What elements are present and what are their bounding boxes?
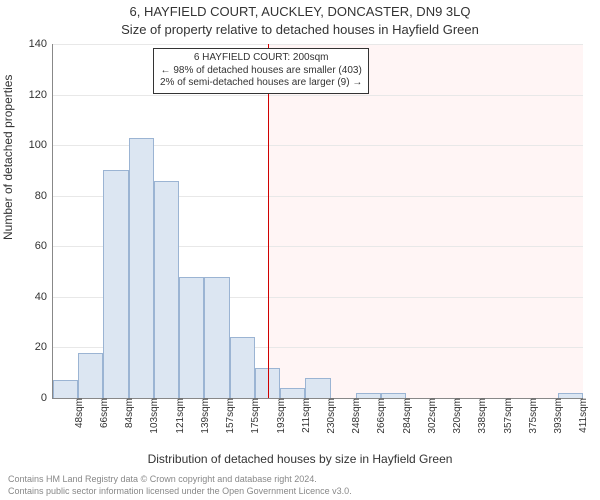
xtick-label: 248sqm (347, 398, 362, 434)
footer-line1: Contains HM Land Registry data © Crown c… (8, 474, 317, 484)
xtick-label: 338sqm (473, 398, 488, 434)
xtick-label: 211sqm (297, 398, 312, 433)
annotation-box: 6 HAYFIELD COURT: 200sqm← 98% of detache… (153, 48, 369, 94)
xtick-label: 357sqm (499, 398, 514, 434)
xtick-label: 103sqm (145, 398, 160, 434)
y-axis-label: Number of detached properties (1, 75, 15, 240)
histogram-bar (305, 378, 330, 398)
xtick-label: 375sqm (524, 398, 539, 434)
xtick-label: 66sqm (95, 398, 110, 428)
chart-container: 6, HAYFIELD COURT, AUCKLEY, DONCASTER, D… (0, 0, 600, 500)
histogram-bar (154, 181, 179, 398)
footer-line2: Contains public sector information licen… (8, 486, 352, 496)
ytick-label: 140 (29, 38, 53, 50)
ytick-label: 0 (41, 392, 53, 404)
marker-line (268, 44, 269, 398)
annotation-line: 6 HAYFIELD COURT: 200sqm (160, 52, 362, 65)
xtick-label: 175sqm (246, 398, 261, 434)
xtick-label: 139sqm (196, 398, 211, 434)
ytick-label: 60 (35, 240, 53, 252)
annotation-line: 2% of semi-detached houses are larger (9… (160, 77, 362, 90)
chart-title-line2: Size of property relative to detached ho… (0, 22, 600, 37)
histogram-bar (78, 353, 103, 399)
ytick-label: 20 (35, 341, 53, 353)
x-axis-label: Distribution of detached houses by size … (0, 452, 600, 466)
gridline (53, 95, 583, 96)
histogram-bar (129, 138, 154, 398)
xtick-label: 84sqm (120, 398, 135, 428)
xtick-label: 121sqm (171, 398, 186, 434)
xtick-label: 157sqm (221, 398, 236, 434)
xtick-label: 193sqm (272, 398, 287, 434)
histogram-bar (280, 388, 305, 398)
histogram-bar (230, 337, 255, 398)
histogram-bar (103, 170, 128, 398)
ytick-label: 40 (35, 291, 53, 303)
marker-shade-region (268, 44, 583, 398)
annotation-line: ← 98% of detached houses are smaller (40… (160, 65, 362, 78)
xtick-label: 266sqm (372, 398, 387, 434)
chart-title-line1: 6, HAYFIELD COURT, AUCKLEY, DONCASTER, D… (0, 4, 600, 19)
ytick-label: 80 (35, 190, 53, 202)
xtick-label: 411sqm (574, 398, 589, 433)
xtick-label: 48sqm (70, 398, 85, 428)
histogram-bar (179, 277, 204, 398)
xtick-label: 284sqm (398, 398, 413, 434)
xtick-label: 302sqm (423, 398, 438, 434)
plot-area: 02040608010012014048sqm66sqm84sqm103sqm1… (52, 44, 583, 399)
gridline (53, 44, 583, 45)
ytick-label: 100 (29, 139, 53, 151)
xtick-label: 393sqm (549, 398, 564, 434)
xtick-label: 320sqm (448, 398, 463, 434)
xtick-label: 230sqm (322, 398, 337, 434)
histogram-bar (53, 380, 78, 398)
histogram-bar (204, 277, 229, 398)
ytick-label: 120 (29, 89, 53, 101)
